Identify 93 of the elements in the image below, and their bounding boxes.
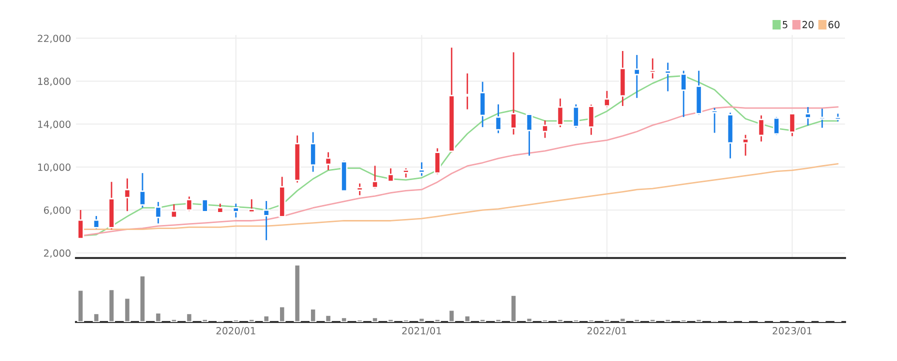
candlestick (232, 202, 240, 218)
bar (77, 289, 84, 322)
y-tick-label: 18,000 (38, 78, 70, 86)
candlestick (542, 120, 548, 139)
bar (418, 317, 426, 322)
y-tick-label: 14,000 (38, 120, 70, 129)
candlestick (588, 104, 595, 136)
bar (232, 319, 240, 322)
candlestick (711, 107, 718, 134)
candlestick (92, 215, 100, 230)
candlestick (418, 162, 426, 176)
candlestick (494, 104, 502, 134)
bar (695, 318, 702, 322)
candlestick (603, 90, 610, 108)
bar (680, 319, 688, 322)
candlestick (387, 168, 394, 183)
bar (464, 315, 471, 322)
bar (186, 312, 193, 322)
y-tick-label: 22,000 (38, 34, 70, 44)
candlestick (572, 104, 580, 128)
candlestick (680, 70, 688, 118)
x-tick-label: 2021/01 (402, 327, 441, 336)
x-tick-label: 2020/01 (216, 327, 256, 336)
candlestick (324, 152, 332, 171)
bar (154, 312, 162, 322)
bar (356, 319, 364, 322)
bar (603, 318, 610, 322)
candlestick (139, 172, 146, 208)
candlestick (186, 196, 193, 212)
bar (92, 312, 100, 322)
candlestick (262, 200, 270, 241)
bar (649, 318, 656, 322)
bar (510, 294, 518, 322)
bar (124, 297, 131, 322)
bar (664, 318, 672, 322)
bar (201, 318, 208, 322)
candlestick (154, 201, 162, 224)
bar (310, 308, 317, 322)
candlestick (248, 198, 256, 214)
candlestick (402, 168, 410, 178)
candlestick (526, 113, 533, 156)
bar (402, 319, 410, 322)
candlestick (216, 202, 224, 214)
bar (588, 319, 595, 322)
bar (387, 318, 394, 322)
bar (479, 318, 486, 322)
bar (371, 316, 378, 322)
legend-label: 20 (802, 20, 814, 28)
candlestick (649, 58, 656, 80)
bar (248, 318, 256, 322)
candlestick (77, 209, 84, 240)
candlestick (818, 108, 826, 128)
bar (619, 317, 626, 322)
x-tick-label: 2023/01 (772, 327, 812, 336)
candlestick (356, 182, 364, 196)
y-tick-label: 10,000 (38, 164, 70, 172)
legend-label: 60 (828, 20, 840, 28)
candlestick (556, 98, 564, 128)
candlestick (479, 81, 486, 128)
candlestick (758, 114, 765, 142)
candlestick (434, 148, 441, 175)
bar (262, 315, 270, 322)
bar (324, 314, 332, 322)
y-tick-label: 2,000 (44, 249, 70, 258)
candlestick (664, 62, 672, 92)
candlestick (510, 52, 518, 136)
candlestick (371, 165, 378, 190)
bar (434, 318, 441, 322)
candlestick (788, 112, 796, 137)
candlestick (742, 134, 749, 156)
bar (340, 316, 348, 322)
bar (494, 318, 502, 322)
bar (556, 318, 564, 322)
bar (278, 306, 286, 322)
bar (139, 275, 146, 322)
bar (633, 318, 640, 322)
bar (448, 309, 456, 322)
bar (108, 288, 116, 322)
legend-label: 5 (782, 21, 788, 28)
bar (572, 319, 580, 322)
x-tick-label: 2022/01 (587, 327, 626, 336)
candlestick (772, 116, 780, 136)
candlestick (170, 204, 178, 218)
bar (170, 318, 178, 322)
bar (542, 319, 548, 322)
candlestick (804, 106, 812, 126)
y-tick-label: 6,000 (44, 206, 70, 215)
candlestick (124, 178, 131, 212)
candlestick (310, 131, 317, 172)
bar (526, 317, 533, 322)
bar (294, 264, 301, 322)
candlestick (633, 54, 640, 99)
candlestick (464, 72, 471, 110)
